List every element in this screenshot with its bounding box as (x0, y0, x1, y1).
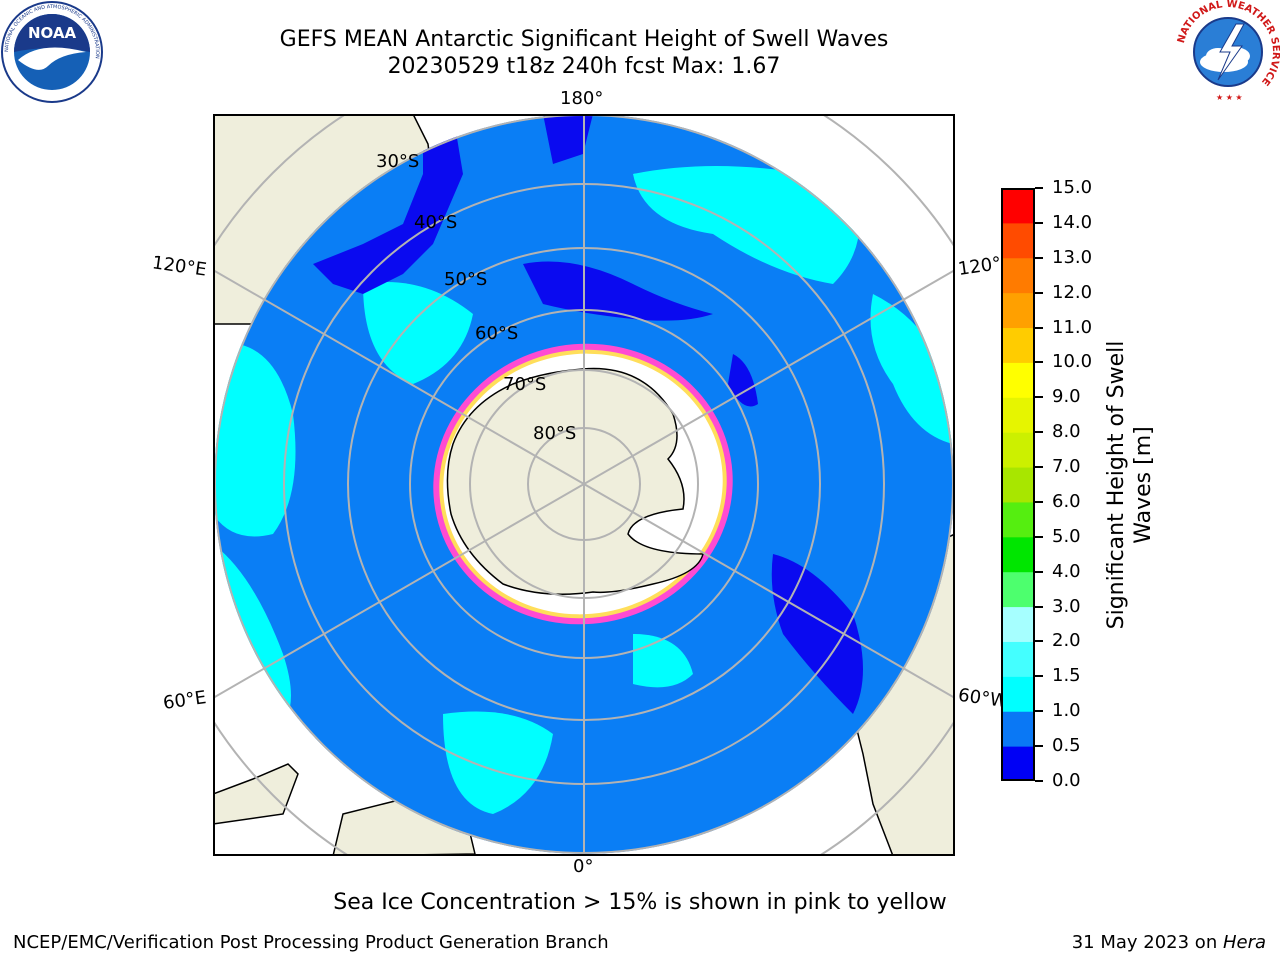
footer-date: 31 May 2023 on Hera (1072, 932, 1266, 953)
svg-text:★ ★ ★: ★ ★ ★ (1216, 93, 1243, 102)
colorbar (1001, 188, 1035, 781)
colorbar-tick-mark (1035, 221, 1043, 224)
colorbar-segment (1001, 571, 1035, 608)
colorbar-label: Significant Height of Swell Waves [m] (1103, 341, 1157, 630)
noaa-logo: NATIONAL OCEANIC AND ATMOSPHERIC ADMINIS… (1, 1, 103, 103)
lon-label-60e: 60°E (161, 687, 208, 714)
map-canvas (213, 114, 955, 856)
colorbar-segment (1001, 362, 1035, 398)
colorbar-tick-mark (1035, 570, 1043, 573)
nws-logo: NATIONAL WEATHER SERVICE ★ ★ ★ (1176, 0, 1280, 102)
colorbar-tick-label: 12.0 (1052, 281, 1093, 303)
colorbar-tick-mark (1035, 710, 1043, 713)
colorbar-tick-label: 11.0 (1052, 316, 1093, 338)
colorbar-tick-mark (1035, 431, 1043, 434)
lon-label-180: 180° (560, 88, 604, 109)
colorbar-segment (1001, 711, 1035, 747)
colorbar-segment (1001, 327, 1035, 363)
polar-map (213, 114, 955, 856)
colorbar-tick-mark (1035, 361, 1043, 364)
swell-low-patches (313, 114, 863, 714)
colorbar-tick-label: 10.0 (1052, 351, 1093, 373)
colorbar-tick-label: 0.0 (1052, 770, 1081, 791)
footer-credit: NCEP/EMC/Verification Post Processing Pr… (13, 932, 609, 953)
colorbar-segment (1001, 467, 1035, 503)
lat-label-70s: 70°S (503, 374, 547, 395)
colorbar-tick-label: 5.0 (1052, 525, 1081, 547)
colorbar-tick-label: 1.0 (1052, 700, 1081, 722)
colorbar-tick-label: 14.0 (1052, 211, 1093, 233)
antarctica-land (446, 367, 704, 595)
lat-label-80s: 80°S (533, 423, 577, 444)
colorbar-tick-mark (1035, 640, 1043, 643)
chart-subtitle: 20230529 t18z 240h fcst Max: 1.67 (387, 54, 781, 79)
colorbar-tick-label: 1.5 (1052, 665, 1081, 687)
lon-label-120w: 120° (956, 253, 1003, 280)
lon-label-120e: 120°E (150, 252, 208, 281)
lat-label-50s: 50°S (444, 269, 488, 290)
colorbar-tick-label: 15.0 (1052, 177, 1093, 198)
lat-label-30s: 30°S (376, 151, 420, 172)
colorbar-segment (1001, 501, 1035, 538)
colorbar-tick-label: 4.0 (1052, 560, 1081, 582)
colorbar-tick-mark (1035, 500, 1043, 503)
lat-label-60s: 60°S (475, 323, 519, 344)
colorbar-tick-label: 13.0 (1052, 246, 1093, 268)
colorbar-tick-mark (1035, 466, 1043, 469)
colorbar-tick-mark (1035, 187, 1043, 189)
footer-machine: Hera (1222, 932, 1266, 953)
lon-label-0: 0° (573, 856, 594, 877)
colorbar-tick-mark (1035, 291, 1043, 294)
footer-date-text: 31 May 2023 on (1071, 932, 1223, 953)
colorbar-tick-mark (1035, 605, 1043, 608)
colorbar-tick-label: 7.0 (1052, 456, 1081, 478)
madagascar-land (213, 763, 299, 825)
colorbar-segment (1001, 432, 1035, 468)
colorbar-label-line1: Significant Height of Swell (1104, 340, 1129, 630)
colorbar-tick-mark (1035, 326, 1043, 329)
colorbar-tick-label: 0.5 (1052, 735, 1081, 757)
colorbar-tick-mark (1035, 780, 1043, 782)
colorbar-tick-label: 3.0 (1052, 595, 1081, 617)
colorbar-tick-label: 2.0 (1052, 630, 1081, 652)
colorbar-segment (1001, 222, 1035, 259)
colorbar-label-line2: Waves [m] (1131, 426, 1156, 544)
colorbar-segment (1001, 606, 1035, 642)
chart-title: GEFS MEAN Antarctic Significant Height o… (279, 27, 889, 52)
colorbar-segment (1001, 188, 1035, 224)
colorbar-tick-label: 9.0 (1052, 386, 1081, 408)
colorbar-segment (1001, 746, 1035, 781)
colorbar-segment (1001, 257, 1035, 294)
colorbar-tick-mark (1035, 396, 1043, 399)
longitude-grid (213, 114, 955, 856)
lat-label-40s: 40°S (414, 212, 458, 233)
colorbar-segment (1001, 292, 1035, 329)
colorbar-segment (1001, 641, 1035, 677)
colorbar-segment (1001, 397, 1035, 433)
colorbar-tick-label: 8.0 (1052, 421, 1081, 443)
colorbar-segment (1001, 676, 1035, 712)
colorbar-segment (1001, 536, 1035, 573)
colorbar-tick-mark (1035, 675, 1043, 678)
svg-text:NOAA: NOAA (28, 24, 77, 42)
sea-ice-note: Sea Ice Concentration > 15% is shown in … (333, 890, 947, 915)
colorbar-tick-mark (1035, 535, 1043, 538)
colorbar-tick-label: 6.0 (1052, 490, 1081, 512)
colorbar-tick-mark (1035, 256, 1043, 259)
colorbar-tick-mark (1035, 745, 1043, 748)
